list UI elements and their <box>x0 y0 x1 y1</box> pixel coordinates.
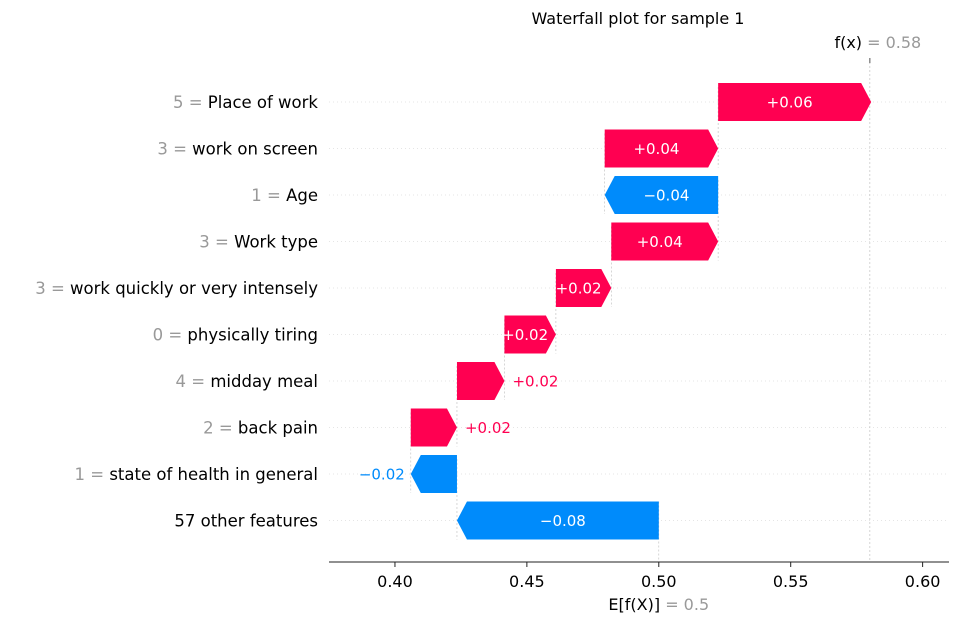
bar-value-label: +0.02 <box>465 419 511 437</box>
bar-value-label: +0.04 <box>637 233 683 251</box>
output-value-number: = 0.58 <box>867 33 921 52</box>
chart-title: Waterfall plot for sample 1 <box>532 9 745 28</box>
feature-label: 5 = Place of work <box>173 93 318 112</box>
feature-label: 1 = state of health in general <box>75 465 319 484</box>
feature-label: 3 = work quickly or very intensely <box>35 279 318 298</box>
feature-labels: 5 = Place of work 3 = work on screen 1 = A… <box>35 93 318 531</box>
feature-value: 3 = <box>157 140 192 159</box>
positive-bar <box>504 315 556 354</box>
feature-label: 4 = midday meal <box>176 372 318 391</box>
annotations: E[f(X)] = 0.5 f(x) = 0.58 <box>608 33 921 614</box>
positive-bar <box>611 222 719 261</box>
x-tick-label: 0.50 <box>641 572 677 591</box>
negative-bar <box>410 455 457 493</box>
bar-value-label: +0.04 <box>633 140 679 158</box>
feature-label: 2 = back pain <box>203 419 318 438</box>
feature-name: work on screen <box>192 140 318 159</box>
negative-bar <box>604 176 719 214</box>
bar-value-label: −0.08 <box>540 512 586 530</box>
feature-value: 1 = <box>251 186 286 205</box>
feature-label: 3 = work on screen <box>157 140 318 159</box>
feature-value: 5 = <box>173 93 208 112</box>
positive-bar <box>718 83 872 121</box>
feature-value: 3 = <box>35 279 70 298</box>
feature-name: Work type <box>234 233 318 252</box>
positive-bar <box>456 362 505 400</box>
bar-value-label: +0.02 <box>556 280 602 298</box>
feature-name: physically tiring <box>187 326 318 345</box>
feature-label: 0 = physically tiring <box>153 326 318 345</box>
feature-value: 0 = <box>153 326 188 345</box>
feature-name: 57 other features <box>174 512 318 531</box>
feature-name: Place of work <box>208 93 319 112</box>
x-tick-label: 0.40 <box>377 572 413 591</box>
output-value-annotation: f(x) = 0.58 <box>834 33 921 52</box>
base-value-number: = 0.5 <box>665 595 709 614</box>
feature-label: 3 = Work type <box>199 233 318 252</box>
bar-value-label: +0.06 <box>767 94 813 112</box>
feature-label: 57 other features <box>174 512 318 531</box>
bars: +0.06 +0.04 −0.04 +0.04 +0.02 +0.02 +0.02 +0.02… <box>359 83 872 540</box>
negative-bar <box>456 501 659 540</box>
x-tick-label: 0.60 <box>905 572 941 591</box>
feature-value: 3 = <box>199 233 234 252</box>
x-axis: 0.40 0.45 0.50 0.55 0.60 <box>329 561 949 591</box>
x-tick-label: 0.45 <box>509 572 545 591</box>
positive-bar <box>410 408 457 447</box>
bar-value-label: −0.04 <box>643 187 689 205</box>
feature-name: state of health in general <box>109 465 318 484</box>
base-value-label: E[f(X)] <box>608 595 665 614</box>
x-tick-label: 0.55 <box>773 572 809 591</box>
feature-value: 1 = <box>75 465 110 484</box>
feature-name: work quickly or very intensely <box>70 279 318 298</box>
base-value-annotation: E[f(X)] = 0.5 <box>608 595 709 614</box>
feature-name: Age <box>286 186 318 205</box>
feature-name: back pain <box>238 419 318 438</box>
positive-bar <box>555 269 612 307</box>
bar-value-label: +0.02 <box>512 373 558 391</box>
bar-value-label: +0.02 <box>502 326 548 344</box>
bar-value-label: −0.02 <box>359 466 405 484</box>
output-value-label: f(x) <box>834 33 867 52</box>
positive-bar <box>604 129 719 168</box>
feature-label: 1 = Age <box>251 186 318 205</box>
feature-value: 2 = <box>203 419 238 438</box>
feature-value: 4 = <box>176 372 211 391</box>
feature-name: midday meal <box>210 372 318 391</box>
